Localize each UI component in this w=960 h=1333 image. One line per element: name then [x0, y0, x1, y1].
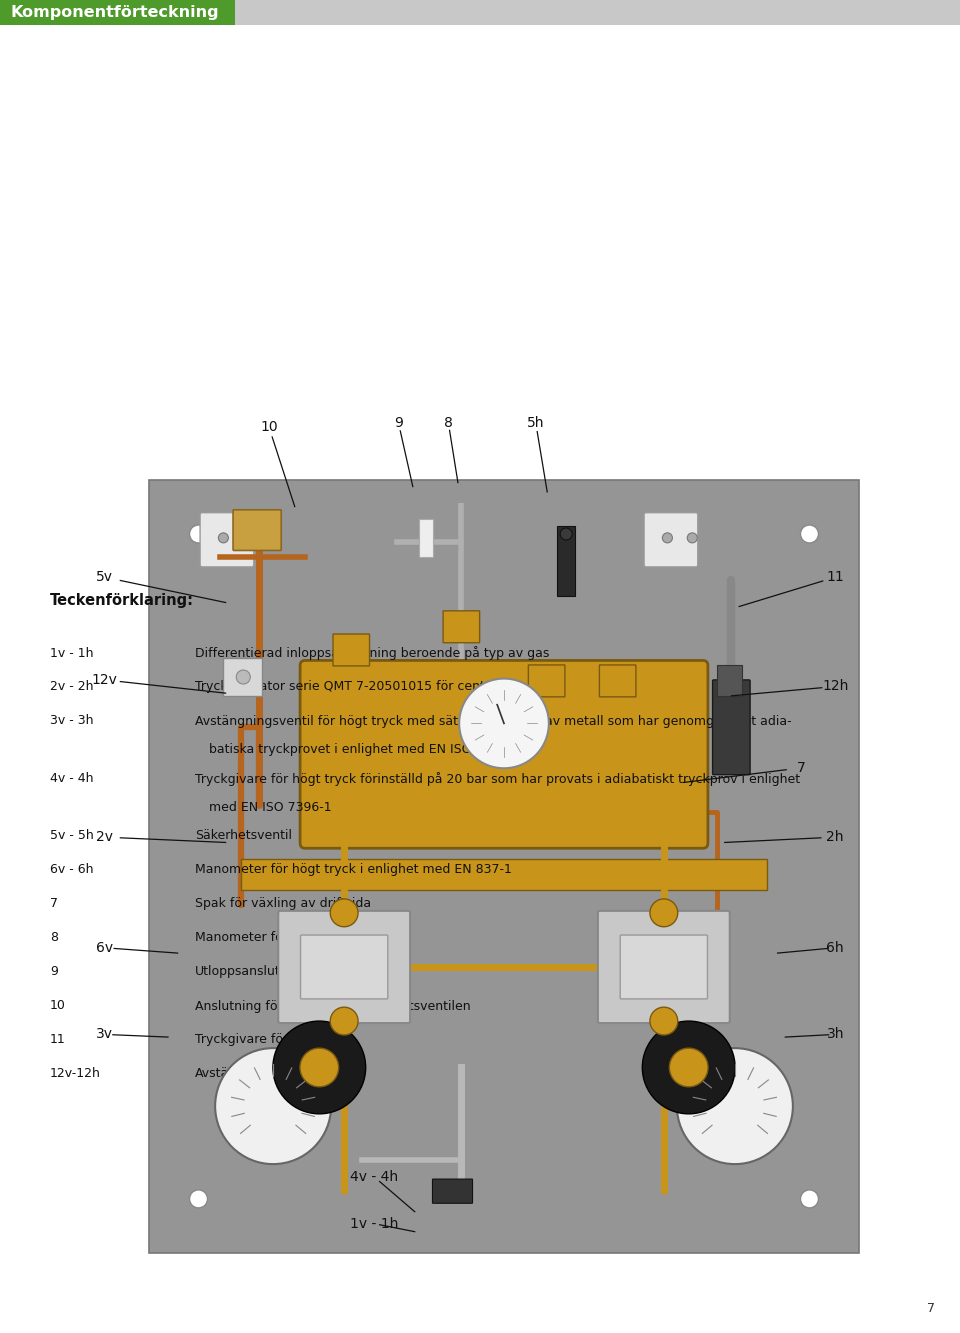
Text: 6h: 6h: [827, 941, 844, 954]
Circle shape: [801, 525, 819, 543]
Circle shape: [330, 1008, 358, 1034]
FancyBboxPatch shape: [235, 0, 960, 24]
Circle shape: [650, 1008, 678, 1034]
Text: Manometer för högt tryck i enlighet med EN 837-1: Manometer för högt tryck i enlighet med …: [195, 864, 512, 876]
Text: 11: 11: [50, 1033, 65, 1046]
FancyBboxPatch shape: [300, 934, 388, 998]
FancyBboxPatch shape: [278, 910, 410, 1024]
Text: Avstängningsventil: Avstängningsventil: [195, 1066, 314, 1080]
Text: Tryckregulator serie QMT 7-20501015 för central: Tryckregulator serie QMT 7-20501015 för …: [195, 680, 501, 693]
FancyBboxPatch shape: [200, 513, 253, 567]
Text: 3v: 3v: [96, 1028, 113, 1041]
Text: Komponentförteckning: Komponentförteckning: [10, 5, 219, 20]
FancyBboxPatch shape: [333, 635, 370, 666]
Circle shape: [300, 1048, 339, 1086]
FancyBboxPatch shape: [233, 509, 281, 551]
Text: 2h: 2h: [827, 830, 844, 844]
Circle shape: [687, 533, 697, 543]
FancyBboxPatch shape: [300, 660, 708, 848]
Text: 3v - 3h: 3v - 3h: [50, 714, 93, 728]
Text: 10: 10: [50, 998, 66, 1012]
FancyBboxPatch shape: [717, 665, 742, 696]
Text: Säkerhetsventil: Säkerhetsventil: [195, 829, 292, 842]
FancyBboxPatch shape: [620, 934, 708, 998]
Text: 11: 11: [827, 571, 844, 584]
Circle shape: [236, 670, 251, 684]
Text: 10: 10: [260, 420, 277, 433]
Text: Tryckgivare för högt tryck förinställd på 20 bar som har provats i adiabatiskt t: Tryckgivare för högt tryck förinställd p…: [195, 772, 800, 785]
Text: Manometer för utloppstryck: Manometer för utloppstryck: [195, 930, 370, 944]
Text: batiska tryckprovet i enlighet med EN ISO 7396-1: batiska tryckprovet i enlighet med EN IS…: [209, 744, 519, 756]
FancyBboxPatch shape: [528, 665, 564, 697]
Text: 12v-12h: 12v-12h: [50, 1066, 101, 1080]
FancyBboxPatch shape: [241, 858, 767, 889]
Text: 2v: 2v: [96, 830, 113, 844]
Text: Teckenförklaring:: Teckenförklaring:: [50, 593, 194, 608]
Text: 1v - 1h: 1v - 1h: [50, 647, 93, 660]
Text: 12h: 12h: [822, 680, 849, 693]
Circle shape: [215, 1048, 331, 1164]
Text: 6v: 6v: [96, 941, 113, 954]
Text: 8: 8: [444, 416, 453, 429]
Text: 3h: 3h: [827, 1028, 844, 1041]
Text: Avstängningsventil för högt tryck med säte och tätning av metall som har genomgå: Avstängningsventil för högt tryck med sä…: [195, 714, 792, 728]
Circle shape: [459, 678, 549, 768]
Text: Spak för växling av driftsida: Spak för växling av driftsida: [195, 897, 372, 910]
Circle shape: [560, 528, 572, 540]
Circle shape: [801, 1190, 819, 1208]
Text: Anslutning för utlopp från säkerhetsventilen: Anslutning för utlopp från säkerhetsvent…: [195, 998, 470, 1013]
Text: 7: 7: [927, 1302, 935, 1314]
FancyBboxPatch shape: [598, 910, 730, 1024]
Text: 7: 7: [797, 761, 806, 774]
FancyBboxPatch shape: [149, 480, 859, 1253]
Text: 5h: 5h: [527, 416, 544, 429]
FancyBboxPatch shape: [224, 657, 262, 696]
FancyBboxPatch shape: [444, 611, 480, 643]
Circle shape: [330, 898, 358, 926]
Circle shape: [218, 533, 228, 543]
Circle shape: [662, 533, 672, 543]
Circle shape: [650, 898, 678, 926]
Text: 7: 7: [50, 897, 58, 910]
Text: Utloppsanslutning: Utloppsanslutning: [195, 965, 308, 978]
Circle shape: [243, 533, 253, 543]
Text: Tryckgivare för drifttryck: Tryckgivare för drifttryck: [195, 1033, 349, 1046]
Text: 8: 8: [50, 930, 58, 944]
Circle shape: [189, 1190, 207, 1208]
Text: 5v - 5h: 5v - 5h: [50, 829, 94, 842]
FancyBboxPatch shape: [558, 527, 575, 596]
Text: med EN ISO 7396-1: med EN ISO 7396-1: [209, 801, 331, 813]
FancyBboxPatch shape: [0, 0, 235, 24]
Text: Differentierad inloppsanslutning beroende på typ av gas: Differentierad inloppsanslutning beroend…: [195, 647, 549, 660]
FancyBboxPatch shape: [712, 680, 750, 774]
Circle shape: [273, 1021, 366, 1114]
Text: 5v: 5v: [96, 571, 113, 584]
Text: 4v - 4h: 4v - 4h: [50, 772, 93, 785]
Text: 4v - 4h: 4v - 4h: [350, 1170, 398, 1184]
Text: 1v - 1h: 1v - 1h: [350, 1217, 398, 1230]
FancyBboxPatch shape: [432, 1180, 472, 1204]
Circle shape: [669, 1048, 708, 1086]
FancyBboxPatch shape: [599, 665, 636, 697]
FancyBboxPatch shape: [644, 513, 698, 567]
FancyBboxPatch shape: [419, 519, 433, 557]
Circle shape: [642, 1021, 735, 1114]
Text: 9: 9: [50, 965, 58, 978]
Circle shape: [677, 1048, 793, 1164]
Text: 2v - 2h: 2v - 2h: [50, 680, 93, 693]
Circle shape: [189, 525, 207, 543]
Text: 12v: 12v: [92, 673, 117, 686]
Text: 6v - 6h: 6v - 6h: [50, 864, 93, 876]
Text: 9: 9: [394, 416, 403, 429]
